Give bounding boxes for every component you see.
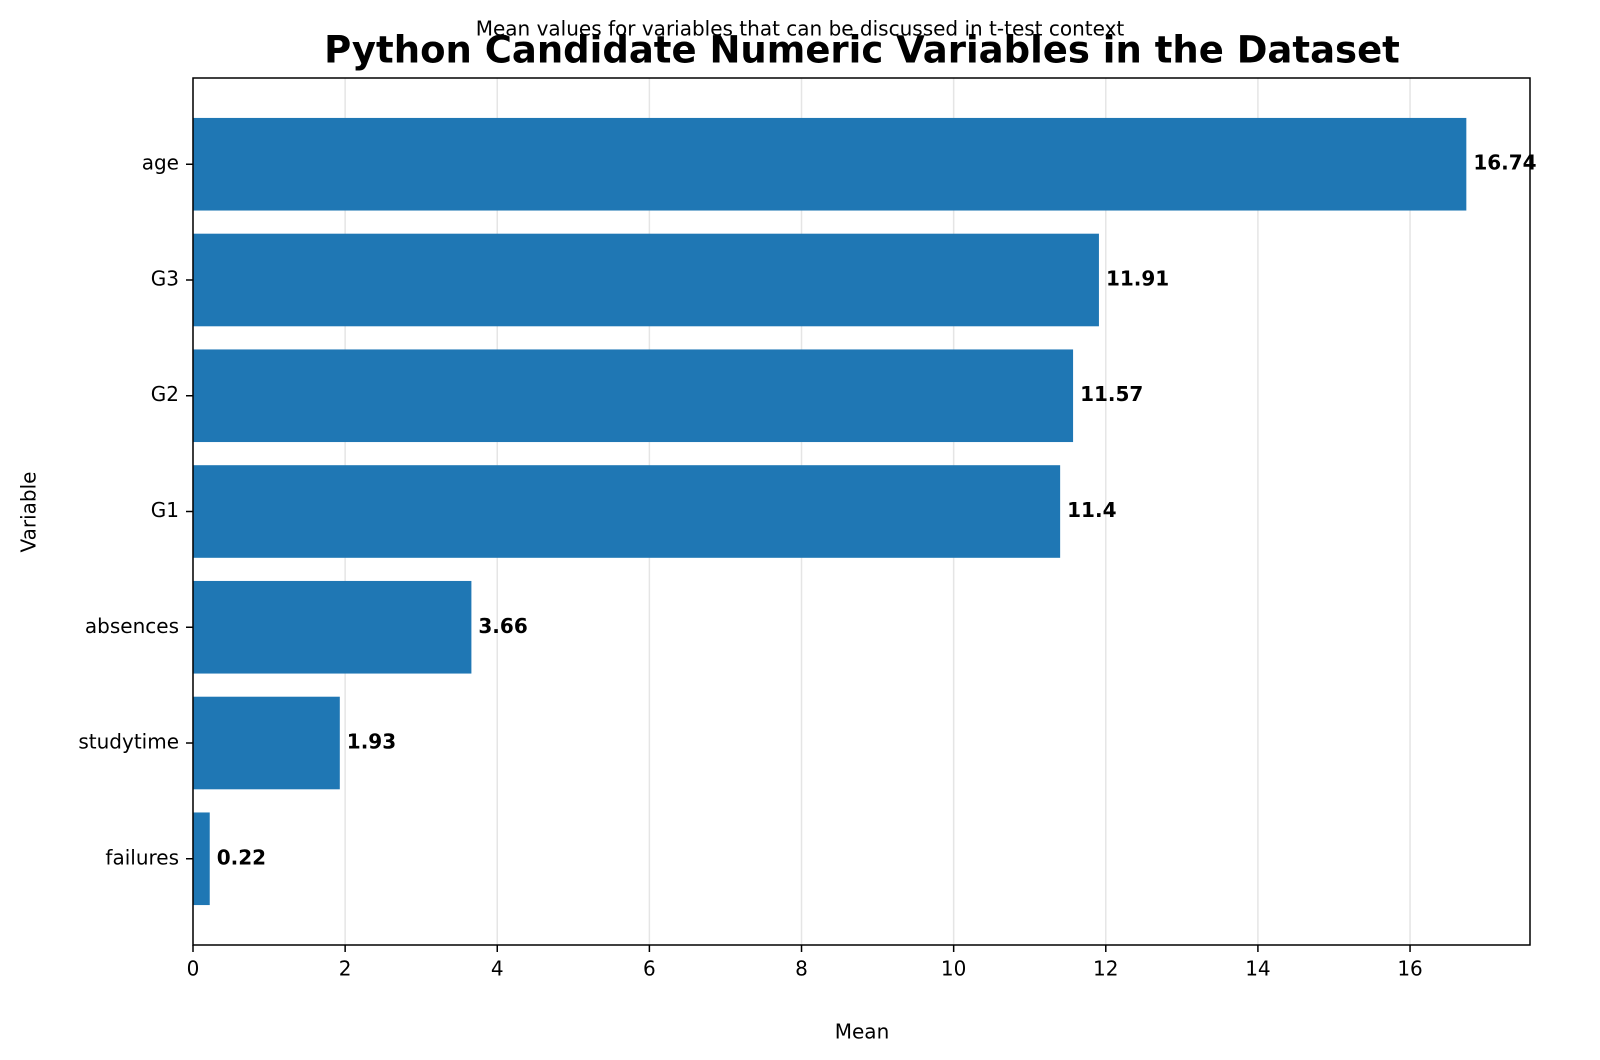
x-tick-label: 12 bbox=[1093, 957, 1118, 981]
y-tick-label: absences bbox=[85, 614, 179, 638]
value-label: 16.74 bbox=[1473, 151, 1536, 175]
plot-frame bbox=[192, 77, 1531, 946]
bar bbox=[193, 580, 472, 674]
y-tick-label: G1 bbox=[151, 498, 179, 522]
bar bbox=[193, 233, 1099, 327]
value-label: 11.57 bbox=[1080, 382, 1143, 406]
x-tick-label: 14 bbox=[1245, 957, 1270, 981]
y-axis-label: Variable bbox=[17, 472, 41, 553]
y-tick-label: G2 bbox=[151, 382, 179, 406]
chart-subtitle: Mean values for variables that can be di… bbox=[476, 17, 1125, 41]
x-tick-label: 0 bbox=[187, 957, 200, 981]
y-tick-label: studytime bbox=[78, 730, 179, 754]
value-label: 3.66 bbox=[478, 614, 527, 638]
chart-title: Python Candidate Numeric Variables in th… bbox=[324, 29, 1400, 72]
value-label: 1.93 bbox=[347, 730, 396, 754]
y-tick-label: failures bbox=[105, 845, 179, 869]
x-tick-label: 2 bbox=[339, 957, 352, 981]
value-label: 0.22 bbox=[217, 845, 266, 869]
x-tick-label: 4 bbox=[491, 957, 504, 981]
bar bbox=[193, 696, 340, 790]
x-tick-label: 8 bbox=[795, 957, 808, 981]
bar bbox=[193, 349, 1074, 443]
y-tick-label: age bbox=[142, 151, 179, 175]
value-label: 11.91 bbox=[1106, 266, 1169, 290]
x-tick-label: 16 bbox=[1397, 957, 1422, 981]
x-tick-label: 6 bbox=[643, 957, 656, 981]
x-axis-label: Mean bbox=[835, 1020, 890, 1044]
x-tick-label: 10 bbox=[941, 957, 966, 981]
bar bbox=[193, 812, 210, 906]
value-label: 11.4 bbox=[1067, 498, 1116, 522]
bar bbox=[193, 117, 1467, 211]
y-tick-label: G3 bbox=[151, 266, 179, 290]
bar bbox=[193, 465, 1061, 558]
